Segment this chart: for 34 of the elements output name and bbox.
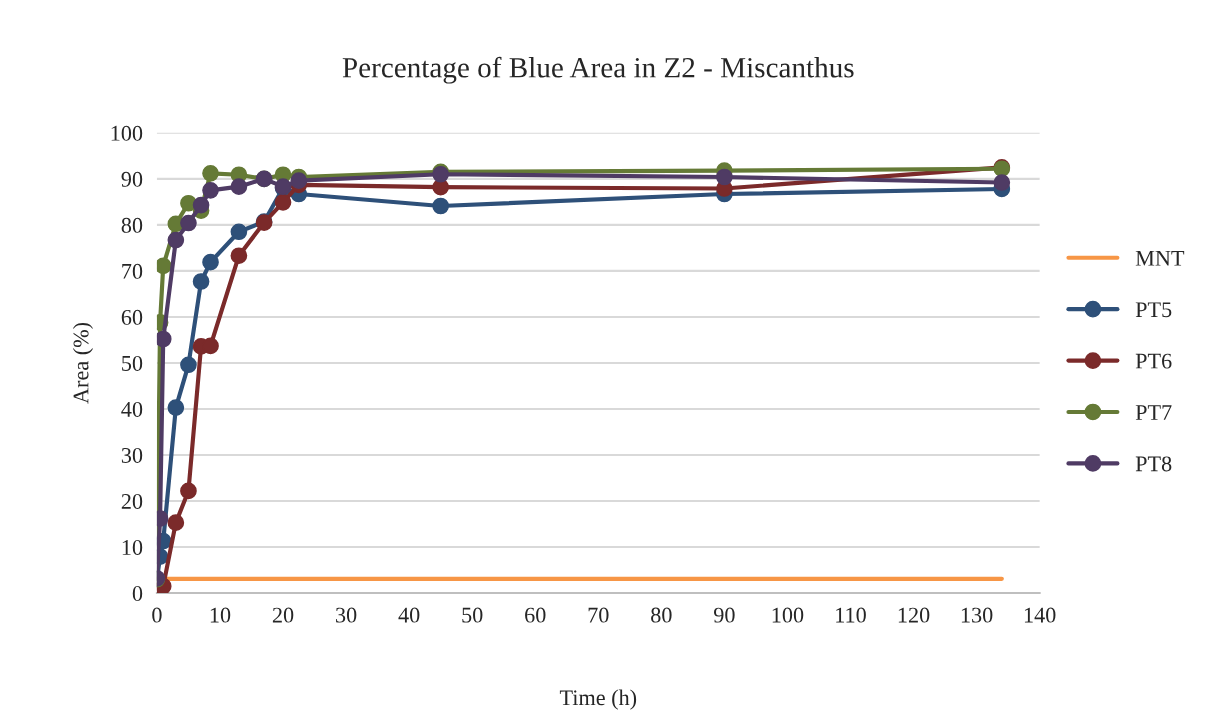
x-tick-label: 130 xyxy=(961,607,993,623)
x-axis-title: Time (h) xyxy=(559,689,637,710)
x-tick-label: 110 xyxy=(836,607,866,623)
y-tick-label: 40 xyxy=(121,401,143,417)
x-tick-label: 50 xyxy=(462,607,483,623)
x-tick-label: 10 xyxy=(210,607,231,623)
y-axis-title: Area (%) xyxy=(72,322,94,404)
y-tick-label: 50 xyxy=(122,355,143,371)
x-tick-label: 100 xyxy=(772,607,804,623)
x-tick-label: 20 xyxy=(272,607,294,623)
legend-label: PT7 xyxy=(1135,405,1172,420)
y-tick-label: 100 xyxy=(111,125,143,141)
x-tick-label: 80 xyxy=(651,607,672,623)
x-tick-label: 40 xyxy=(398,607,420,623)
legend-label: PT6 xyxy=(1135,353,1172,369)
legend-label: PT8 xyxy=(1135,456,1172,472)
x-tick-label: 120 xyxy=(898,607,930,623)
chart-title: Percentage of Blue Area in Z2 - Miscanthus xyxy=(342,56,854,84)
y-tick-label: 20 xyxy=(121,493,143,509)
x-tick-label: 140 xyxy=(1024,607,1056,623)
x-tick-label: 70 xyxy=(588,607,609,623)
legend-label: MNT xyxy=(1135,251,1185,266)
legend-label: PT5 xyxy=(1135,302,1172,318)
y-tick-label: 90 xyxy=(121,171,143,187)
y-tick-label: 10 xyxy=(122,539,143,555)
y-tick-label: 80 xyxy=(121,217,143,233)
y-tick-label: 0 xyxy=(132,586,143,601)
x-tick-label: 90 xyxy=(714,607,735,623)
x-tick-label: 60 xyxy=(525,607,546,623)
y-tick-label: 70 xyxy=(122,263,143,279)
y-tick-label: 60 xyxy=(121,309,143,325)
x-tick-label: 0 xyxy=(152,607,162,623)
y-tick-label: 30 xyxy=(121,447,143,463)
x-tick-label: 30 xyxy=(336,607,357,623)
